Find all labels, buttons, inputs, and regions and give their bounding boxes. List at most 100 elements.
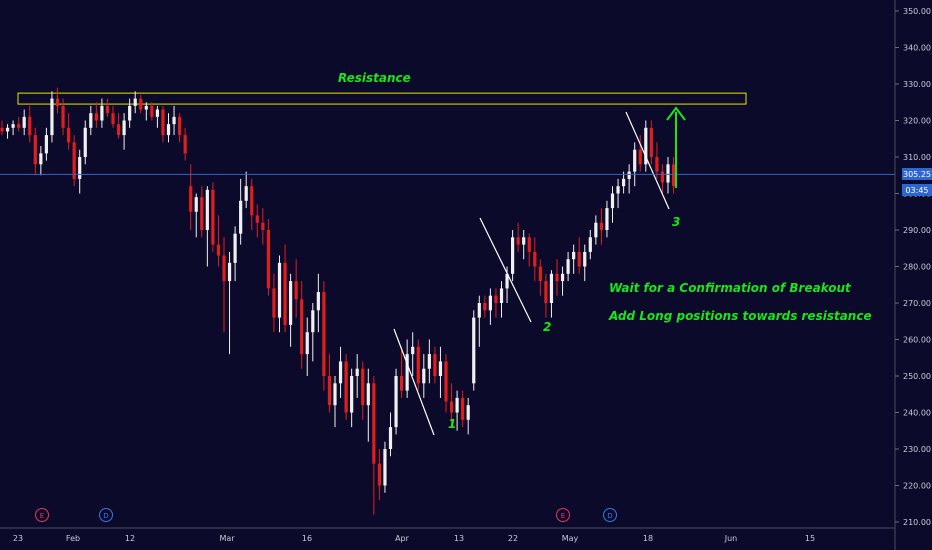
trendline — [625, 111, 670, 210]
y-tick-label: 220.00 — [903, 482, 931, 491]
candle-body — [671, 164, 676, 187]
candle-body — [311, 310, 315, 333]
event-marker-letter: D — [103, 512, 108, 520]
candle-body — [577, 251, 581, 267]
candle-body — [560, 273, 565, 282]
candle-body — [189, 186, 193, 212]
current-price-value: 305.25 — [903, 170, 931, 179]
candle-body — [194, 197, 198, 212]
candle-body — [583, 251, 587, 267]
event-marker — [35, 508, 49, 522]
x-tick-label: May — [562, 534, 579, 543]
y-tick-label: 340.00 — [903, 44, 931, 53]
candle-body — [644, 127, 648, 165]
candle-body — [161, 109, 165, 136]
countdown-tag — [902, 184, 932, 196]
y-tick-label: 250.00 — [903, 372, 931, 381]
candle-body — [477, 303, 481, 318]
x-labels-group[interactable]: 23 Feb 12 Mar 16 Apr 13 22 May 18 Jun 15 — [13, 534, 815, 543]
price-axis[interactable] — [895, 0, 932, 550]
x-tick-label: 16 — [302, 534, 312, 543]
candle-body — [166, 124, 171, 136]
candle-body — [622, 178, 626, 187]
current-price-tag — [902, 168, 932, 180]
wave-label-2: 2 — [543, 320, 551, 334]
candle-body — [44, 135, 48, 154]
candle-body — [422, 368, 426, 384]
candle-body — [133, 98, 137, 106]
candle-body — [344, 361, 348, 413]
candle-body — [616, 186, 620, 194]
breakout-arrow-head — [666, 106, 686, 121]
candle-body — [394, 376, 398, 428]
candle-body — [505, 273, 509, 289]
candle-body — [105, 105, 110, 114]
x-tick-label: Feb — [66, 534, 80, 543]
candle-body — [89, 113, 93, 128]
y-tick-label: 310.00 — [903, 153, 931, 162]
resistance-label: Resistance — [338, 71, 411, 85]
event-marker-letter: E — [561, 512, 565, 520]
x-tick-label: Apr — [395, 534, 410, 543]
y-tick-label: 330.00 — [903, 80, 931, 89]
candle-body — [128, 105, 132, 121]
candle-body — [250, 186, 254, 216]
candle-body — [499, 288, 504, 303]
candle-body — [11, 124, 15, 128]
y-tick-label: 240.00 — [903, 409, 931, 418]
candle-body — [544, 281, 548, 303]
candle-body — [283, 262, 287, 325]
candle-body — [488, 295, 492, 311]
candle-body — [72, 142, 76, 179]
candle-body — [116, 124, 121, 136]
x-tick-label: 15 — [805, 534, 815, 543]
candle-body — [17, 124, 21, 128]
candle-body — [255, 215, 259, 223]
candle-body — [277, 262, 282, 318]
candle-body — [527, 237, 531, 252]
y-tick-label: 290.00 — [903, 226, 931, 235]
candle-body — [350, 376, 354, 413]
candle-body — [50, 98, 54, 136]
candle-body — [327, 376, 332, 406]
candle-body — [388, 427, 393, 449]
candle-body — [305, 332, 309, 355]
candle-body — [144, 105, 148, 110]
candle-body — [322, 292, 326, 376]
resistance-zone — [17, 92, 747, 105]
candle-body — [183, 135, 187, 154]
x-tick-label: 23 — [13, 534, 23, 543]
y-tick-label: 230.00 — [903, 445, 931, 454]
candle-body — [372, 383, 376, 464]
candle-body — [383, 449, 387, 486]
candle-body — [100, 105, 104, 121]
candle-body — [211, 189, 215, 245]
candle-body — [28, 116, 32, 136]
candle-body — [83, 127, 87, 157]
candle-body — [338, 361, 343, 384]
candle-body — [427, 354, 431, 369]
candle-body — [555, 273, 559, 282]
candle-body — [172, 116, 176, 125]
y-tick-label: 260.00 — [903, 336, 931, 345]
candle-body — [178, 116, 182, 136]
candle-body — [549, 273, 554, 303]
candle-body — [150, 105, 154, 117]
candle-body — [111, 113, 115, 125]
candle-body — [361, 368, 365, 406]
countdown-value: 03:45 — [905, 186, 928, 195]
candle-body — [0, 127, 4, 132]
candle-body — [239, 200, 243, 234]
candles-group — [0, 87, 676, 515]
candle-body — [599, 222, 603, 230]
trendline — [479, 217, 532, 323]
candle-body — [438, 361, 443, 376]
x-tick-label: Mar — [219, 534, 235, 543]
candle-body — [5, 127, 10, 132]
y-tick-label: 280.00 — [903, 263, 931, 272]
candle-body — [627, 171, 631, 179]
candle-body — [483, 303, 487, 311]
candle-body — [660, 171, 665, 183]
